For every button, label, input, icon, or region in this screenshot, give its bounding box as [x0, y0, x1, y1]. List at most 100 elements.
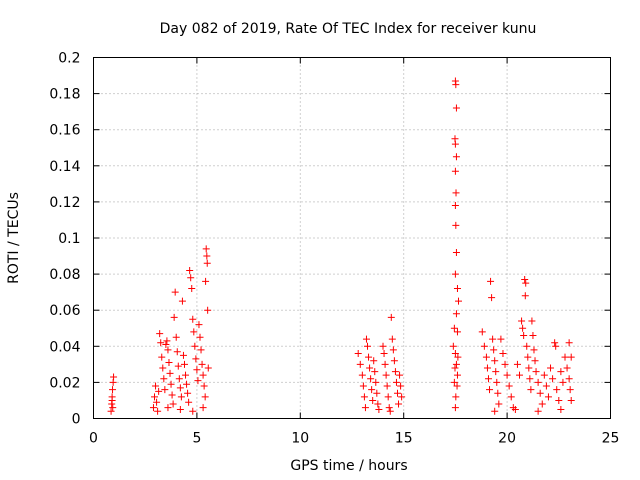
data-point-marker — [371, 368, 379, 376]
data-point-marker — [488, 294, 496, 302]
data-point-marker — [204, 306, 212, 314]
data-point-marker — [491, 357, 499, 365]
data-point-marker — [452, 221, 460, 229]
data-point-marker — [559, 378, 567, 386]
data-point-marker — [362, 335, 370, 343]
data-point-marker — [149, 404, 157, 412]
data-point-marker — [480, 342, 488, 350]
data-point-marker — [192, 355, 200, 363]
data-point-marker — [487, 277, 495, 285]
data-point-marker — [392, 378, 400, 386]
data-point-marker — [187, 274, 195, 282]
data-point-marker — [452, 360, 460, 368]
data-point-marker — [358, 371, 366, 379]
data-point-marker — [194, 377, 202, 385]
data-point-marker — [513, 360, 521, 368]
data-point-marker — [160, 375, 168, 383]
data-point-marker — [484, 375, 492, 383]
data-point-marker — [452, 248, 460, 256]
data-point-marker — [534, 378, 542, 386]
data-point-marker — [109, 404, 117, 412]
data-point-marker — [158, 353, 166, 361]
y-tick-label: 0.04 — [49, 339, 80, 355]
x-tick-label: 10 — [291, 431, 309, 447]
data-point-marker — [452, 310, 460, 318]
data-point-marker — [523, 342, 531, 350]
data-point-marker — [538, 400, 546, 408]
data-point-marker — [505, 382, 513, 390]
data-point-marker — [391, 368, 399, 376]
data-point-marker — [532, 368, 540, 376]
y-tick-label: 0.2 — [58, 51, 80, 67]
data-point-marker — [565, 375, 573, 383]
data-point-marker — [531, 357, 539, 365]
data-point-marker — [184, 389, 192, 397]
data-point-marker — [379, 342, 387, 350]
data-point-marker — [107, 407, 115, 415]
data-point-marker — [540, 371, 548, 379]
data-point-marker — [182, 371, 190, 379]
data-point-marker — [196, 333, 204, 341]
data-point-marker — [157, 339, 165, 347]
data-point-marker — [152, 382, 160, 390]
data-point-marker — [387, 313, 395, 321]
data-point-marker — [165, 359, 173, 367]
data-point-marker — [511, 405, 519, 413]
data-point-marker — [544, 393, 552, 401]
data-point-marker — [521, 292, 529, 300]
data-point-marker — [179, 351, 187, 359]
data-point-marker — [155, 387, 163, 395]
data-point-marker — [492, 368, 500, 376]
data-point-marker — [542, 382, 550, 390]
data-point-marker — [452, 104, 460, 112]
data-point-marker — [491, 407, 499, 415]
data-point-marker — [451, 167, 459, 175]
data-point-marker — [368, 386, 376, 394]
data-point-marker — [555, 396, 563, 404]
data-point-marker — [567, 396, 575, 404]
data-point-marker — [455, 297, 463, 305]
x-tick-label: 25 — [602, 431, 620, 447]
data-point-marker — [518, 317, 526, 325]
data-point-marker — [161, 386, 169, 394]
data-point-marker — [156, 330, 164, 338]
data-point-marker — [365, 353, 373, 361]
data-point-marker — [203, 252, 211, 260]
data-point-marker — [175, 375, 183, 383]
data-point-marker — [380, 350, 388, 358]
data-point-marker — [193, 366, 201, 374]
data-point-marker — [547, 364, 555, 372]
data-point-marker — [525, 364, 533, 372]
data-point-marker — [551, 339, 559, 347]
data-point-marker — [166, 369, 174, 377]
data-point-marker — [393, 389, 401, 397]
y-tick-label: 0.14 — [49, 159, 80, 175]
data-point-marker — [172, 333, 180, 341]
data-point-marker — [176, 384, 184, 392]
data-point-marker — [516, 371, 524, 379]
data-point-marker — [356, 360, 364, 368]
plot-frame — [93, 57, 611, 419]
data-point-marker — [200, 382, 208, 390]
data-point-marker — [183, 380, 191, 388]
data-point-marker — [489, 335, 497, 343]
x-tick-label: 15 — [395, 431, 413, 447]
data-point-marker — [390, 357, 398, 365]
x-tick-label: 20 — [498, 431, 516, 447]
y-tick-label: 0.18 — [49, 87, 80, 103]
data-point-marker — [549, 375, 557, 383]
data-point-marker — [177, 393, 185, 401]
data-point-marker — [108, 396, 116, 404]
data-point-marker — [374, 400, 382, 408]
y-tick-label: 0.06 — [49, 303, 80, 319]
y-tick-label: 0 — [72, 412, 81, 428]
data-point-marker — [171, 288, 179, 296]
data-point-marker — [501, 360, 509, 368]
data-point-marker — [483, 364, 491, 372]
data-point-marker — [482, 353, 490, 361]
data-point-marker — [359, 382, 367, 390]
data-point-marker — [164, 346, 172, 354]
data-point-marker — [521, 276, 529, 284]
data-point-marker — [520, 331, 528, 339]
